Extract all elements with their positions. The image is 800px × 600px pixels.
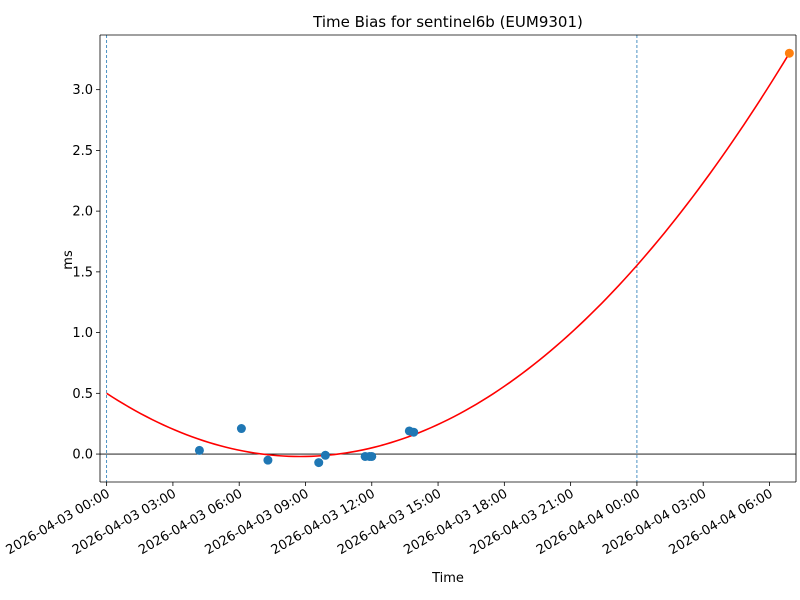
plot-area xyxy=(100,35,796,482)
data-point-s1-0 xyxy=(784,48,794,58)
chart-title: Time Bias for sentinel6b (EUM9301) xyxy=(312,13,583,31)
y-tick-label: 3.0 xyxy=(72,83,93,98)
y-tick-label: 2.0 xyxy=(72,205,93,220)
y-tick-label: 0.5 xyxy=(72,387,93,402)
y-tick-label: 1.5 xyxy=(72,265,93,280)
y-axis-label: ms xyxy=(61,250,76,270)
data-point-s0-7 xyxy=(367,451,377,461)
y-tick-label: 1.0 xyxy=(72,326,93,341)
data-point-s0-4 xyxy=(320,450,330,460)
plot-inner xyxy=(100,35,796,482)
fit-curve xyxy=(106,52,791,458)
data-point-s0-9 xyxy=(409,427,419,437)
data-point-s0-0 xyxy=(194,445,204,455)
data-point-s0-2 xyxy=(263,455,273,465)
y-tick-label: 2.5 xyxy=(72,144,93,159)
data-point-s0-3 xyxy=(314,458,324,468)
data-point-s0-1 xyxy=(236,424,246,434)
y-tick-label: 0.0 xyxy=(72,448,93,463)
x-axis-label: Time xyxy=(431,571,464,586)
